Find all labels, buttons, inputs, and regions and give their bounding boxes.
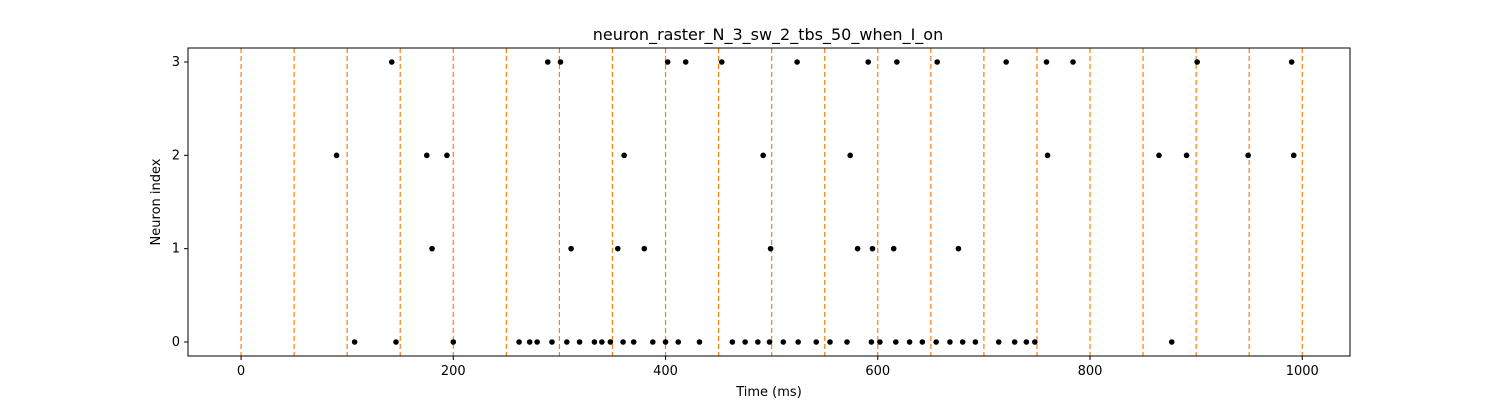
y-axis-label: Neuron index — [149, 158, 164, 245]
boundary-lines — [240, 48, 1303, 356]
spike-point — [607, 339, 614, 345]
x-axis-label: Time (ms) — [735, 385, 802, 400]
spike-point — [429, 245, 435, 252]
spike-point — [516, 339, 522, 345]
y-axis-ticks: 0 1 2 3 — [172, 55, 188, 350]
spike-point — [906, 339, 913, 345]
spike-point — [972, 339, 979, 345]
plot-frame — [187, 47, 1351, 357]
spike-point — [333, 152, 340, 159]
spike-point — [534, 339, 540, 345]
spike-point — [847, 152, 853, 159]
spike-point — [620, 339, 626, 345]
spike-point — [526, 339, 533, 345]
spike-point — [1003, 59, 1009, 65]
spike-point — [995, 339, 1002, 345]
spike-point — [591, 339, 598, 345]
spike-point — [1168, 339, 1175, 345]
spike-point — [894, 59, 900, 65]
spike-point — [1023, 339, 1030, 345]
spike-point — [544, 59, 551, 65]
spike-point — [893, 339, 899, 345]
spike-point — [780, 339, 787, 345]
x-tick-label: 1000 — [1286, 364, 1319, 379]
spike-point — [794, 59, 800, 65]
y-tick-label: 3 — [172, 55, 180, 70]
spike-point — [388, 59, 395, 65]
chart-title: neuron_raster_N_3_sw_2_tbs_50_when_I_on — [593, 25, 943, 45]
spike-point — [767, 245, 774, 252]
spike-point — [675, 339, 682, 345]
x-tick-label: 800 — [1078, 364, 1103, 379]
spike-point — [1290, 152, 1297, 159]
spike-point — [1288, 59, 1295, 65]
spike-point — [854, 245, 861, 252]
spike-point — [568, 245, 574, 252]
spike-point — [557, 59, 564, 65]
spike-point — [890, 245, 897, 252]
spike-point — [1011, 339, 1018, 345]
spike-point — [664, 59, 671, 65]
spike-point — [1156, 152, 1162, 159]
spike-point — [760, 152, 766, 159]
spike-point — [564, 339, 570, 345]
spike-point — [919, 339, 926, 345]
spike-point — [682, 59, 689, 65]
spike-point — [868, 339, 875, 345]
spike-points — [333, 59, 1297, 345]
spike-point — [1183, 152, 1190, 159]
spike-point — [423, 152, 430, 159]
spike-point — [630, 339, 637, 345]
spike-point — [718, 59, 725, 65]
x-tick-label: 200 — [441, 364, 466, 379]
spike-point — [844, 339, 850, 345]
spike-point — [576, 339, 583, 345]
spike-point — [614, 245, 621, 252]
spike-point — [393, 339, 399, 345]
y-tick-label: 0 — [172, 335, 180, 350]
spike-point — [955, 245, 962, 252]
spike-point — [1044, 152, 1051, 159]
spike-point — [621, 152, 627, 159]
spike-point — [933, 339, 939, 345]
spike-point — [351, 339, 358, 345]
spike-point — [795, 339, 801, 345]
y-tick-label: 2 — [172, 148, 180, 163]
spike-point — [696, 339, 703, 345]
spike-point — [1043, 59, 1050, 65]
x-tick-label: 0 — [237, 364, 245, 379]
x-tick-label: 600 — [865, 364, 890, 379]
spike-point — [813, 339, 820, 345]
y-tick-label: 1 — [172, 242, 180, 257]
spike-point — [729, 339, 736, 345]
x-tick-label: 400 — [653, 364, 678, 379]
spike-point — [766, 339, 773, 345]
spike-point — [1245, 152, 1251, 159]
spike-point — [947, 339, 953, 345]
spike-point — [641, 245, 648, 252]
spike-point — [877, 339, 883, 345]
spike-point — [549, 339, 555, 345]
spike-point — [599, 339, 605, 345]
spike-point — [869, 245, 876, 252]
x-axis-ticks: 0 200 400 600 800 1000 — [237, 356, 1319, 379]
spike-point — [865, 59, 872, 65]
spike-point — [450, 339, 457, 345]
spike-point — [959, 339, 966, 345]
spike-point — [934, 59, 940, 65]
spike-point — [1032, 339, 1038, 345]
spike-point — [742, 339, 748, 345]
spike-point — [662, 339, 669, 345]
spike-point — [827, 339, 833, 345]
spike-point — [650, 339, 656, 345]
spike-point — [1070, 59, 1076, 65]
spike-point — [444, 152, 450, 159]
spike-point — [755, 339, 761, 345]
spike-point — [1194, 59, 1200, 65]
